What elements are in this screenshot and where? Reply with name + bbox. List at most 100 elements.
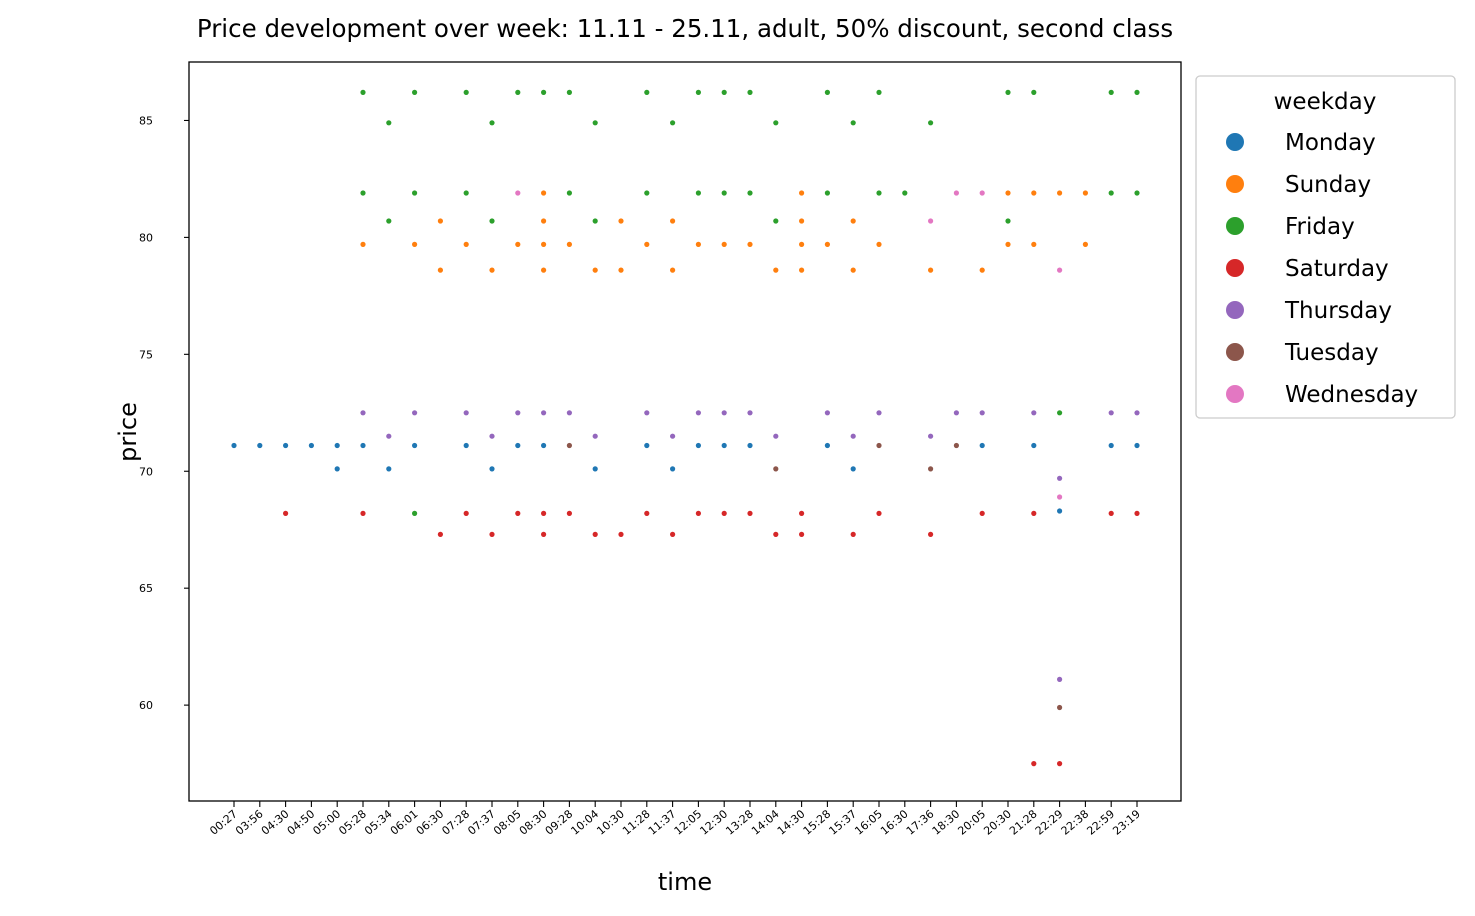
- data-point: [799, 531, 805, 538]
- data-point: [463, 442, 469, 449]
- data-point: [1005, 241, 1011, 247]
- series-wednesday: [515, 190, 1063, 500]
- x-tick-label: 15:37: [826, 807, 859, 837]
- data-point: [1005, 190, 1011, 196]
- data-point: [566, 241, 573, 247]
- data-point: [979, 410, 985, 416]
- x-tick-label: 12:05: [672, 807, 705, 837]
- data-point: [1057, 410, 1063, 416]
- x-axis: 00:2703:5604:3004:5005:0005:2805:3406:01…: [207, 801, 1143, 838]
- data-point: [850, 120, 856, 126]
- y-axis: 60 65 70 75 80 85: [139, 114, 189, 712]
- data-point: [541, 241, 547, 247]
- data-point: [747, 241, 753, 247]
- data-point: [412, 89, 418, 95]
- x-tick-label: 13:28: [723, 807, 756, 837]
- y-tick-label: 75: [139, 348, 153, 361]
- x-tick-label: 17:36: [904, 807, 937, 837]
- data-point: [360, 410, 366, 416]
- data-point: [1031, 190, 1037, 196]
- data-point: [721, 442, 727, 449]
- data-point: [928, 120, 934, 126]
- x-tick-label: 21:28: [1007, 807, 1040, 837]
- data-point: [1057, 676, 1063, 683]
- x-tick-label: 05:34: [362, 807, 395, 837]
- series-thursday: [360, 410, 1140, 683]
- data-point: [592, 531, 598, 538]
- data-point: [721, 89, 727, 95]
- data-point: [928, 531, 934, 538]
- data-point: [334, 442, 340, 449]
- data-point: [231, 442, 237, 449]
- data-point: [489, 466, 495, 472]
- data-point: [489, 531, 495, 538]
- legend-label-wednesday: Wednesday: [1285, 382, 1418, 408]
- data-point: [876, 410, 882, 416]
- data-point: [1031, 241, 1037, 247]
- data-point: [644, 89, 650, 95]
- legend-marker-sunday: [1226, 175, 1244, 193]
- data-point: [644, 510, 650, 516]
- data-point: [1031, 442, 1037, 449]
- data-point: [515, 190, 521, 196]
- data-point: [850, 466, 856, 472]
- data-point: [489, 120, 495, 126]
- data-point: [541, 410, 547, 416]
- data-point: [386, 466, 392, 472]
- data-point: [850, 433, 856, 439]
- x-tick-label: 06:30: [414, 807, 447, 837]
- x-tick-label: 18:30: [930, 807, 963, 837]
- data-point: [850, 267, 856, 273]
- data-point: [463, 410, 469, 416]
- data-point: [824, 89, 831, 95]
- x-tick-label: 08:05: [491, 807, 524, 837]
- data-point: [463, 89, 469, 95]
- data-point: [308, 442, 314, 449]
- data-point: [386, 433, 392, 439]
- x-tick-label: 16:30: [878, 807, 911, 837]
- data-point: [824, 190, 831, 196]
- data-point: [566, 410, 573, 416]
- data-point: [1057, 704, 1063, 711]
- data-point: [1108, 190, 1114, 196]
- data-point: [592, 466, 598, 472]
- data-point: [360, 89, 366, 95]
- data-point: [1031, 89, 1037, 95]
- data-point: [928, 267, 934, 273]
- legend-marker-friday: [1226, 217, 1244, 235]
- data-point: [283, 510, 289, 516]
- data-point: [695, 190, 702, 196]
- data-point: [386, 218, 392, 224]
- data-point: [463, 190, 469, 196]
- x-tick-label: 14:30: [775, 807, 808, 837]
- legend-marker-monday: [1226, 133, 1244, 151]
- data-point: [1134, 190, 1140, 196]
- data-point: [644, 442, 650, 449]
- data-point: [799, 510, 805, 516]
- data-point: [928, 433, 934, 439]
- data-point: [541, 267, 547, 273]
- data-point: [541, 89, 547, 95]
- data-point: [979, 510, 985, 516]
- data-point: [463, 510, 469, 516]
- legend-label-thursday: Thursday: [1284, 298, 1392, 324]
- x-tick-label: 16:05: [852, 807, 885, 837]
- data-point: [618, 531, 624, 538]
- chart-title: Price development over week: 11.11 - 25.…: [196, 14, 1174, 43]
- data-point: [412, 410, 418, 416]
- data-point: [824, 442, 831, 449]
- data-point: [283, 442, 289, 449]
- y-tick-label: 60: [139, 699, 153, 712]
- data-point: [515, 442, 521, 449]
- data-point: [1057, 475, 1063, 481]
- data-point: [386, 120, 392, 126]
- data-point: [644, 410, 650, 416]
- data-point: [773, 466, 779, 472]
- x-tick-label: 05:28: [336, 807, 369, 837]
- data-point: [1082, 190, 1088, 196]
- legend-items: Monday Sunday Friday Saturday Thursday Tuesda…: [1226, 130, 1418, 408]
- data-point: [928, 466, 934, 472]
- data-point: [618, 218, 624, 224]
- data-point: [412, 442, 418, 449]
- x-tick-label: 04:50: [285, 807, 318, 837]
